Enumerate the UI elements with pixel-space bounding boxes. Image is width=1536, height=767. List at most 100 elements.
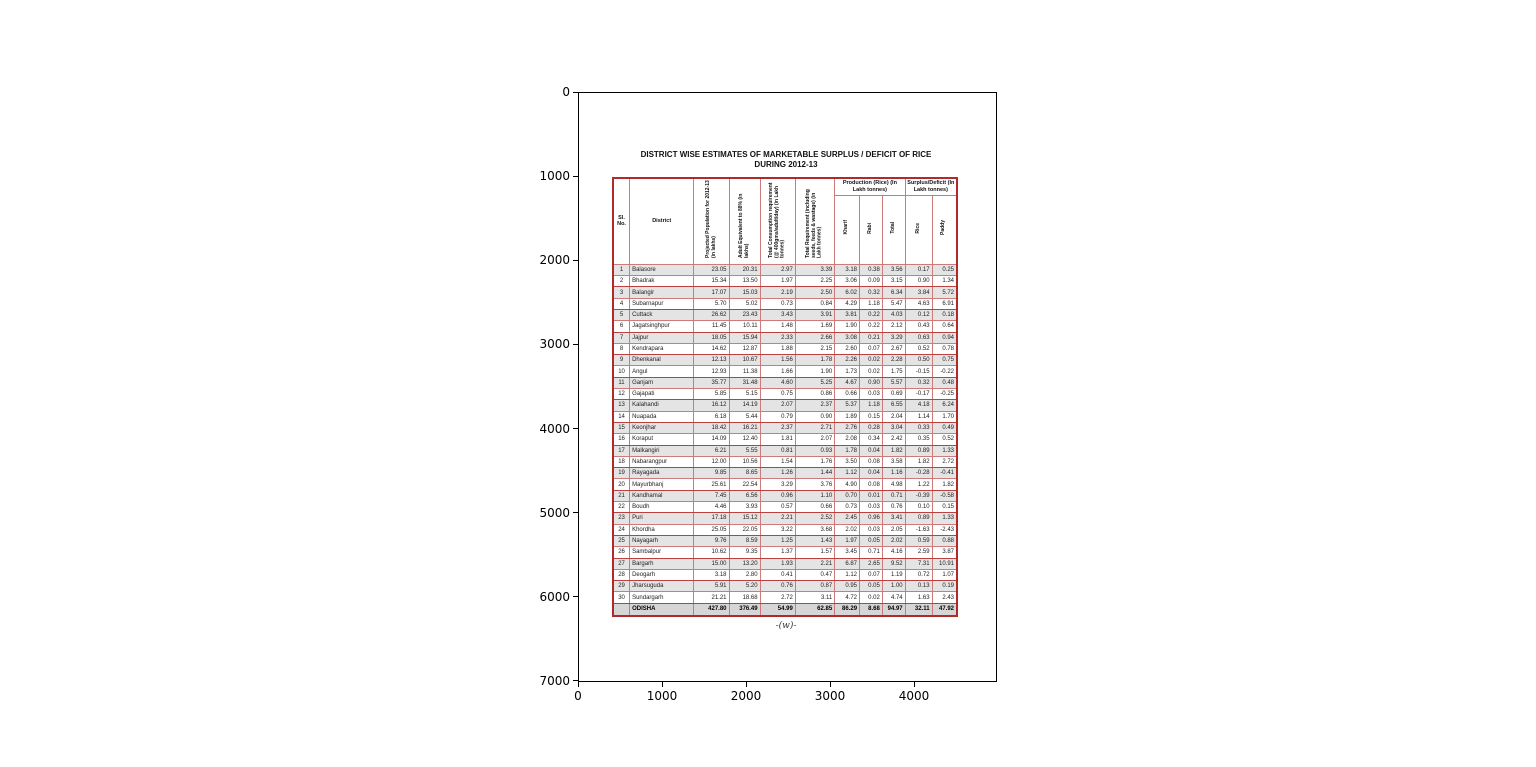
table-row: 23 Puri 17.18 15.12 2.21 2.52 2.45 0.96 3.41 0.89…	[612, 512, 958, 525]
table-cell: 0.21	[859, 331, 883, 344]
table-cell: 0.32	[859, 286, 883, 299]
table-cell: 5.85	[693, 388, 730, 401]
table-cell: 1.18	[859, 399, 883, 412]
table-cell: 0.78	[931, 342, 958, 356]
table-cell: 3.39	[794, 263, 836, 277]
table-cell: 1.97	[834, 534, 861, 548]
table-cell: 0.17	[904, 263, 933, 277]
table-cell: 3.06	[834, 275, 861, 288]
table-cell: 2.42	[881, 433, 906, 446]
table-cell: 11	[612, 376, 631, 390]
table-cell: 1.88	[759, 342, 796, 356]
table-row: 21 Kandhamal 7.45 6.56 0.96 1.10 0.70 0.01 0.71-…	[612, 489, 958, 503]
table-cell: 21.21	[693, 591, 730, 604]
x-tick-mark	[661, 682, 663, 687]
table-cell: 1.78	[834, 444, 861, 457]
table-cell: 3.04	[881, 421, 906, 435]
table-cell: 15.94	[728, 331, 761, 344]
table-cell: 1.97	[759, 275, 796, 288]
table-cell: Kandhamal	[629, 489, 695, 503]
table-cell: 0.38	[859, 263, 883, 277]
header-surplus-group: Surplus/Deficit (In Lakh tonnes)	[904, 177, 958, 196]
table-cell: 9.52	[881, 557, 906, 570]
table-cell: 9.35	[728, 546, 761, 559]
table-cell: 0.22	[859, 308, 883, 322]
table-cell: 5.72	[931, 286, 958, 299]
table-cell: 1.25	[759, 534, 796, 548]
total-cell: 32.11	[904, 602, 933, 617]
y-tick-label: 1000	[539, 169, 570, 184]
header-production-group: Production (Rice) (In Lakh tonnes)	[834, 177, 906, 196]
table-cell: 2.21	[794, 557, 836, 570]
y-tick-label: 6000	[539, 589, 570, 604]
table-cell: 3.50	[834, 455, 861, 469]
table-cell: 10.67	[728, 354, 761, 367]
table-cell: 0.08	[859, 455, 883, 469]
table-cell: 2.59	[904, 546, 933, 559]
total-cell: 62.85	[794, 602, 836, 617]
table-cell: 3.11	[794, 591, 836, 604]
table-row: 20 Mayurbhanj 25.61 22.54 3.29 3.76 4.90 0.08 4.…	[612, 478, 958, 491]
y-tick-mark	[573, 512, 578, 514]
table-cell: 2.71	[794, 421, 836, 435]
table-cell: 1.54	[759, 455, 796, 469]
table-cell: 5.02	[728, 297, 761, 310]
x-tick-mark	[913, 682, 915, 687]
table-row: 3 Balangir 17.07 15.03 2.19 2.50 6.02 0.32 6.34 3…	[612, 286, 958, 299]
table-cell: Balangir	[629, 286, 695, 299]
document-title-line1: DISTRICT WISE ESTIMATES OF MARKETABLE SU…	[640, 150, 932, 159]
table-cell: 9	[612, 354, 631, 367]
table-cell: 1.10	[794, 489, 836, 503]
table-cell: 12.93	[693, 365, 730, 378]
table-cell: 0.10	[904, 501, 933, 514]
table-cell: 15.12	[728, 512, 761, 525]
table-cell: Bhadrak	[629, 275, 695, 288]
table-cell: 29	[612, 580, 631, 593]
table-cell: 0.79	[759, 410, 796, 423]
table-cell: 6.02	[834, 286, 861, 299]
table-cell: 2.37	[759, 421, 796, 435]
table-cell: -0.41	[931, 467, 958, 480]
table-cell: 2.21	[759, 512, 796, 525]
table-cell: 3	[612, 286, 631, 299]
table-cell: 9.85	[693, 467, 730, 480]
table-cell: Jharsuguda	[629, 580, 695, 593]
header-kharif: Kharif	[834, 194, 861, 265]
table-cell: 0.66	[794, 501, 836, 514]
table-cell: 0.57	[759, 501, 796, 514]
table-cell: -2.43	[931, 523, 958, 536]
table-cell: 1.90	[834, 320, 861, 333]
table-cell: 3.58	[881, 455, 906, 469]
table-cell: 4.98	[881, 478, 906, 491]
table-cell: Gajapati	[629, 388, 695, 401]
table-row: 19 Rayagada 9.85 8.65 1.26 1.44 1.12 0.04 1.16 -0…	[612, 467, 958, 480]
table-cell: 0.03	[859, 501, 883, 514]
total-cell: 54.99	[759, 602, 796, 617]
table-cell: 12	[612, 388, 631, 401]
table-cell: 0.02	[859, 354, 883, 367]
table-cell: 2.60	[834, 342, 861, 356]
table-cell: 4.72	[834, 591, 861, 604]
table-cell: 2.02	[881, 534, 906, 548]
table-cell: 1.19	[881, 568, 906, 582]
table-cell: 2.66	[794, 331, 836, 344]
table-cell: 0.90	[794, 410, 836, 423]
table-cell: 0.07	[859, 342, 883, 356]
table-cell: 2.97	[759, 263, 796, 277]
table-cell: 0.64	[931, 320, 958, 333]
table-cell: 0.76	[881, 501, 906, 514]
table-cell: 18.05	[693, 331, 730, 344]
table-cell: -0.22	[931, 365, 958, 378]
y-tick-label: 7000	[539, 673, 570, 688]
table-cell: 8.59	[728, 534, 761, 548]
table-row: 22 Boudh 4.46 3.93 0.57 0.66 0.73 0.03 0.76 0.10 0…	[612, 501, 958, 514]
table-cell: 0.47	[794, 568, 836, 582]
table-cell: 4.90	[834, 478, 861, 491]
table-cell: 4.18	[904, 399, 933, 412]
x-tick-label: 0	[574, 689, 582, 703]
table-cell: 1.14	[904, 410, 933, 423]
table-cell: 2.72	[931, 455, 958, 469]
table-cell: Jajpur	[629, 331, 695, 344]
table-cell: 23	[612, 512, 631, 525]
table-cell: 7.45	[693, 489, 730, 503]
